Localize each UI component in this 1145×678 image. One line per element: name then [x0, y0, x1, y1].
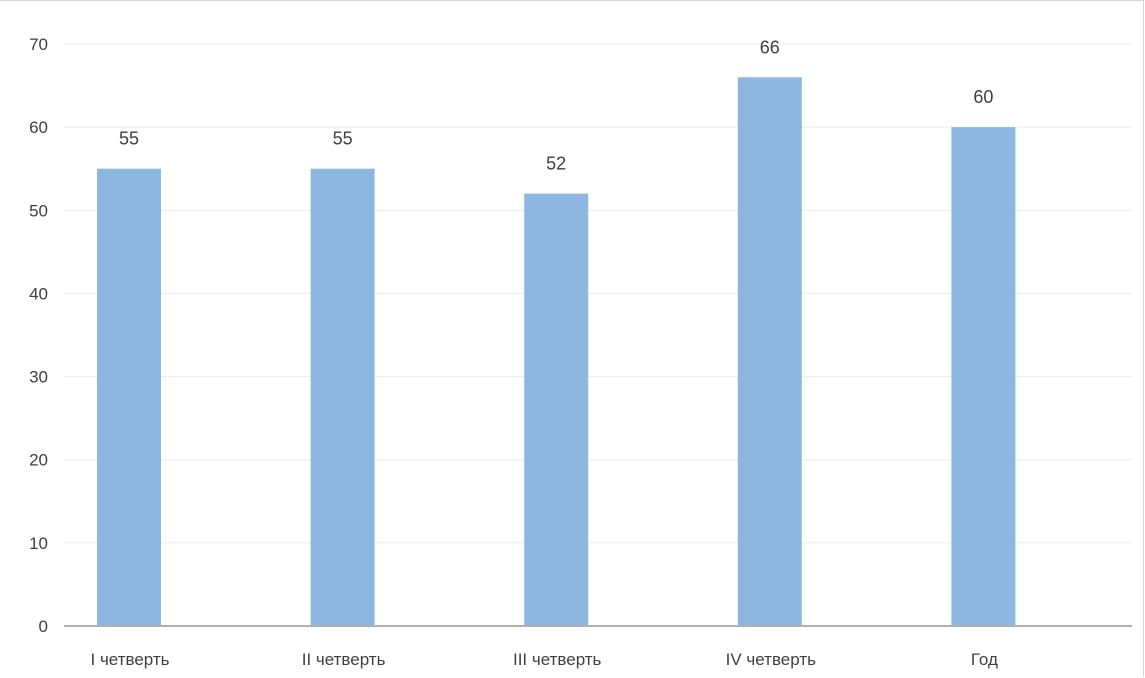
y-tick-label: 20: [29, 451, 48, 470]
x-tick-label: IV четверть: [726, 650, 816, 669]
data-label: 60: [973, 87, 993, 107]
data-label: 66: [760, 37, 780, 57]
y-tick-label: 70: [29, 35, 48, 54]
bar: [310, 168, 375, 626]
data-label: 52: [546, 154, 566, 174]
y-tick-label: 60: [29, 118, 48, 137]
bar: [951, 127, 1016, 627]
x-tick-label: II четверть: [302, 650, 386, 669]
data-label: 55: [119, 129, 139, 149]
bar: [97, 168, 161, 626]
x-tick-labels: I четверть II четверть III четверть IV четв…: [91, 650, 999, 669]
bar: [737, 77, 802, 626]
y-tick-label: 50: [29, 201, 48, 220]
y-tick-label: 40: [29, 284, 48, 303]
x-tick-label: I четверть: [91, 650, 170, 669]
y-tick-labels: 0 10 20 30 40 50 60 70: [29, 35, 48, 636]
x-tick-label: Год: [971, 650, 998, 669]
x-tick-label: III четверть: [513, 650, 602, 669]
data-label: 55: [333, 129, 353, 149]
data-labels: 55 55 52 66 60: [119, 37, 993, 173]
bars: [97, 77, 1016, 627]
y-tick-label: 10: [29, 534, 48, 553]
y-tick-label: 0: [39, 617, 48, 636]
y-tick-label: 30: [29, 368, 48, 387]
gridlines: [64, 43, 1132, 544]
bar: [524, 193, 589, 626]
